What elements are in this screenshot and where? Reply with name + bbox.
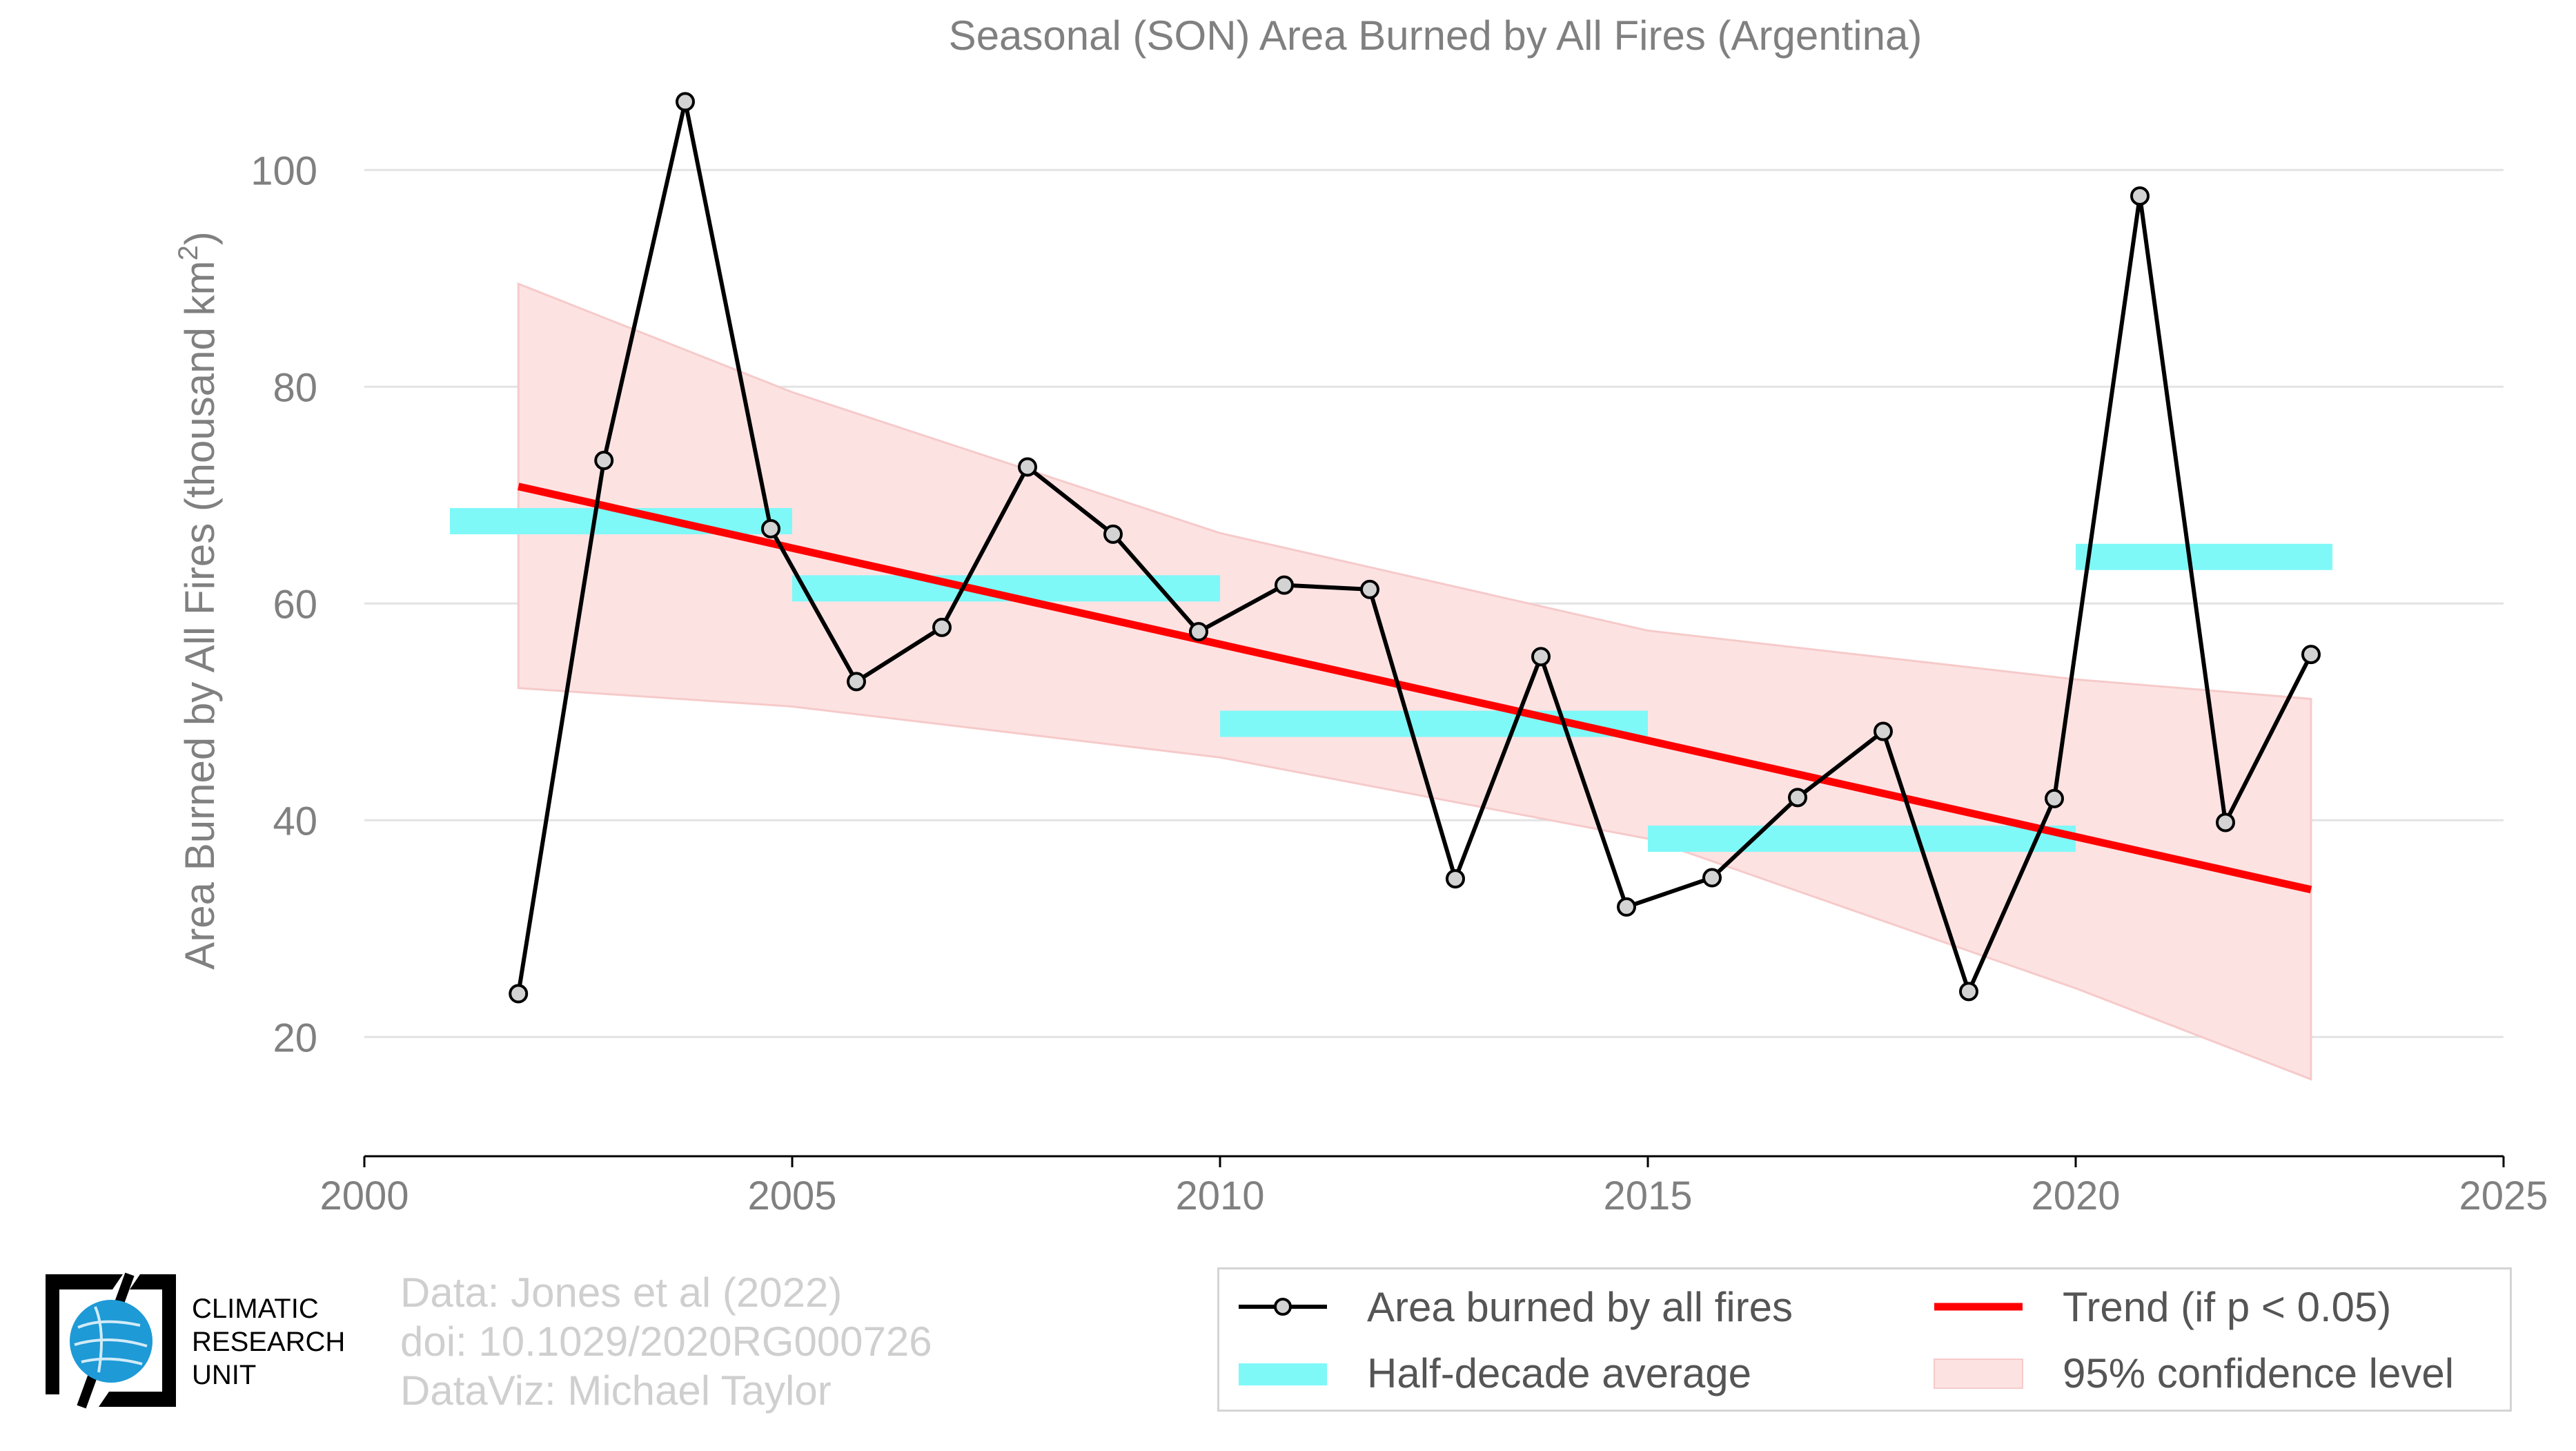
data-point — [1018, 457, 1037, 477]
legend-confidence-label: 95% confidence level — [2063, 1350, 2455, 1396]
x-tick-label: 2005 — [747, 1174, 836, 1218]
confidence-band-layer — [517, 282, 2312, 1081]
half-decade-bar — [2076, 543, 2332, 570]
legend-series-swatch — [1239, 1298, 1327, 1316]
data-point — [847, 672, 866, 692]
data-point — [1702, 868, 1722, 888]
y-tick-label: 20 — [273, 1015, 317, 1060]
cru-logo — [40, 1269, 181, 1414]
half-decade-bar — [1648, 825, 2076, 852]
data-point — [761, 518, 780, 538]
confidence-band — [517, 282, 2312, 1081]
y-tick-label: 100 — [250, 148, 317, 193]
logo-line-1: CLIMATIC — [192, 1294, 319, 1324]
y-axis-ticks: 20 40 60 80 100 — [250, 148, 317, 1060]
x-axis: 2000 2005 2010 2015 2020 2025 — [319, 1155, 2548, 1218]
credit-dataviz: DataViz: Michael Taylor — [400, 1367, 832, 1414]
data-point — [594, 451, 614, 471]
data-point — [1275, 575, 1294, 595]
series-layer — [509, 92, 2321, 1004]
y-axis-label-main: Area Burned by All Fires (thousand km — [177, 261, 223, 970]
legend-trend-swatch — [1934, 1303, 2023, 1311]
data-point — [1531, 647, 1551, 667]
data-point — [2216, 812, 2235, 832]
data-point — [932, 617, 952, 637]
y-axis-label-tail: ) — [177, 231, 223, 245]
data-point — [1788, 788, 1807, 808]
credits: Data: Jones et al (2022) doi: 10.1029/20… — [400, 1269, 932, 1415]
credit-data: Data: Jones et al (2022) — [400, 1269, 843, 1316]
data-point — [1446, 869, 1465, 889]
trend-line — [517, 483, 2312, 894]
x-tick-label: 2015 — [1603, 1174, 1692, 1218]
legend-item-series: Area burned by all fires — [1235, 1279, 1793, 1334]
x-tick-label: 2020 — [2031, 1174, 2120, 1218]
data-point — [509, 984, 529, 1004]
data-point — [2045, 788, 2064, 808]
data-point — [1103, 524, 1123, 544]
y-tick-label: 80 — [273, 365, 317, 410]
data-point — [676, 92, 695, 112]
data-point — [1874, 721, 1893, 741]
data-point — [1617, 897, 1636, 917]
y-axis-label: Area Burned by All Fires (thousand km2) — [173, 231, 223, 969]
data-point — [1360, 579, 1379, 599]
x-tick-label: 2010 — [1175, 1174, 1264, 1218]
legend-trend-label: Trend (if p < 0.05) — [2063, 1283, 2392, 1330]
data-point — [1959, 982, 1978, 1002]
legend-half-decade-swatch — [1239, 1363, 1327, 1385]
data-point — [2130, 186, 2150, 206]
logo-line-2: RESEARCH — [192, 1327, 346, 1357]
y-tick-label: 40 — [273, 799, 317, 844]
x-tick-label: 2000 — [319, 1174, 409, 1218]
x-tick-label: 2025 — [2459, 1174, 2548, 1218]
y-axis-label-sup: 2 — [173, 245, 204, 260]
cru-logo-text: CLIMATIC RESEARCH UNIT — [192, 1292, 345, 1392]
legend-item-trend: Trend (if p < 0.05) — [1930, 1279, 2391, 1334]
credit-doi: doi: 10.1029/2020RG000726 — [400, 1318, 932, 1365]
legend-half-decade-label: Half-decade average — [1367, 1350, 1752, 1396]
legend-item-half-decade: Half-decade average — [1235, 1345, 1751, 1401]
legend-confidence-swatch — [1934, 1359, 2023, 1389]
logo-line-3: UNIT — [192, 1360, 257, 1390]
legend-series-label: Area burned by all fires — [1367, 1283, 1793, 1330]
series-line — [516, 99, 2313, 994]
data-point — [1189, 622, 1208, 642]
chart-title: Seasonal (SON) Area Burned by All Fires … — [949, 12, 1923, 59]
y-tick-label: 60 — [273, 582, 317, 627]
legend-item-confidence: 95% confidence level — [1930, 1345, 2454, 1401]
data-point — [2301, 645, 2321, 665]
cru-logo-mark — [46, 1272, 176, 1409]
trend-layer — [517, 483, 2312, 894]
legend: Area burned by all fires Half-decade ave… — [1217, 1267, 2512, 1412]
